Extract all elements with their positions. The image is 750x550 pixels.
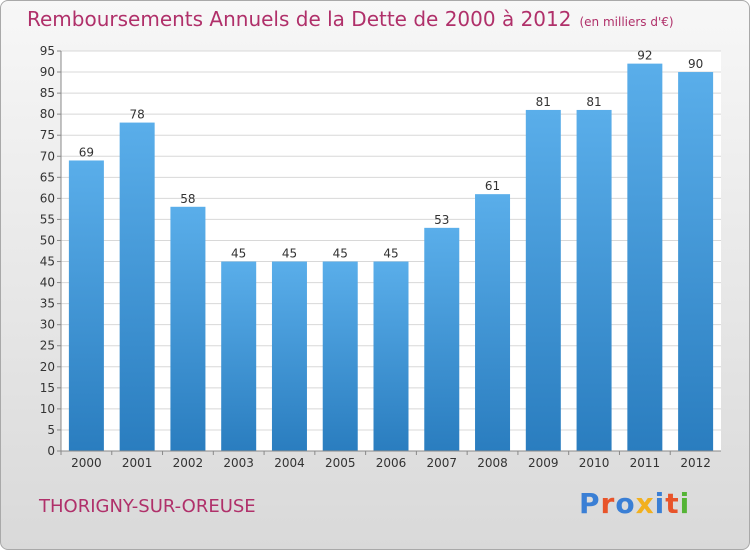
- data-label-2010: 81: [586, 95, 601, 109]
- y-tick-label: 95: [40, 44, 55, 58]
- data-label-2003: 45: [231, 247, 246, 261]
- data-label-2006: 45: [383, 247, 398, 261]
- data-label-2000: 69: [79, 145, 94, 159]
- y-tick-label: 50: [40, 233, 55, 247]
- x-tick-label: 2011: [630, 456, 661, 470]
- brand-letter: o: [615, 487, 636, 520]
- data-label-2012: 90: [688, 57, 703, 71]
- chart-title: Remboursements Annuels de la Dette de 20…: [27, 7, 674, 31]
- y-tick-label: 45: [40, 255, 55, 269]
- bar-2003: [221, 261, 257, 451]
- y-tick-label: 25: [40, 339, 55, 353]
- chart-title-text: Remboursements Annuels de la Dette de 20…: [27, 7, 572, 31]
- x-tick-label: 2005: [325, 456, 356, 470]
- x-tick-label: 2010: [579, 456, 610, 470]
- y-tick-label: 20: [40, 360, 55, 374]
- brand-letter: i: [679, 487, 691, 520]
- x-tick-label: 2000: [71, 456, 102, 470]
- x-tick-label: 2004: [274, 456, 305, 470]
- y-tick-label: 40: [40, 276, 55, 290]
- y-tick-label: 65: [40, 170, 55, 184]
- x-tick-label: 2006: [376, 456, 407, 470]
- x-tick-label: 2002: [173, 456, 204, 470]
- brand-letter: i: [654, 487, 666, 520]
- data-label-2002: 58: [180, 192, 195, 206]
- x-tick-label: 2007: [426, 456, 457, 470]
- bar-2009: [525, 109, 561, 452]
- bar-2005: [322, 261, 358, 451]
- y-tick-label: 30: [40, 318, 55, 332]
- y-tick-label: 5: [47, 423, 55, 437]
- data-label-2004: 45: [282, 247, 297, 261]
- y-tick-label: 15: [40, 381, 55, 395]
- data-label-2001: 78: [130, 108, 145, 122]
- bar-2007: [424, 227, 460, 451]
- y-tick-label: 70: [40, 149, 55, 163]
- data-label-2007: 53: [434, 213, 449, 227]
- bar-2002: [170, 206, 206, 451]
- y-tick-label: 35: [40, 297, 55, 311]
- x-tick-label: 2009: [528, 456, 559, 470]
- data-label-2011: 92: [637, 49, 652, 63]
- y-tick-label: 0: [47, 444, 55, 458]
- bars: 69 78 58 45 45 45 45 53 61 81 81 92 90: [68, 49, 714, 452]
- y-tick-label: 60: [40, 191, 55, 205]
- data-label-2008: 61: [485, 179, 500, 193]
- x-tick-label: 2003: [223, 456, 254, 470]
- bar-2011: [627, 63, 663, 451]
- x-tick-label: 2012: [680, 456, 711, 470]
- bar-2000: [68, 160, 104, 451]
- y-tick-label: 85: [40, 86, 55, 100]
- bar-2010: [576, 109, 612, 452]
- bar-2006: [373, 261, 409, 451]
- y-axis-ticks: 0 5 10 15 20 25 30 35 40 45 50 55 60 65 70 75 80 85 90 95: [40, 44, 61, 458]
- brand-letter: t: [665, 487, 680, 520]
- y-tick-label: 55: [40, 212, 55, 226]
- y-tick-label: 80: [40, 107, 55, 121]
- chart-unit: (en milliers d'€): [579, 15, 674, 29]
- city-name: THORIGNY-SUR-OREUSE: [39, 496, 256, 517]
- y-tick-label: 10: [40, 402, 55, 416]
- data-label-2009: 81: [536, 95, 551, 109]
- x-tick-label: 2001: [122, 456, 153, 470]
- bar-2001: [119, 122, 155, 451]
- brand-letter: r: [600, 487, 616, 520]
- brand-letter: P: [579, 487, 601, 520]
- bar-2004: [271, 261, 307, 451]
- bar-2012: [678, 72, 714, 451]
- brand-logo: Proxiti: [579, 487, 690, 520]
- x-tick-label: 2008: [477, 456, 508, 470]
- x-axis-ticks: 2000 2001 2002 2003 2004 2005 2006 2007 2008 2009…: [60, 451, 711, 470]
- bar-2008: [475, 194, 511, 451]
- y-tick-label: 90: [40, 65, 55, 79]
- data-label-2005: 45: [333, 247, 348, 261]
- y-tick-label: 75: [40, 128, 55, 142]
- brand-letter: x: [635, 487, 655, 520]
